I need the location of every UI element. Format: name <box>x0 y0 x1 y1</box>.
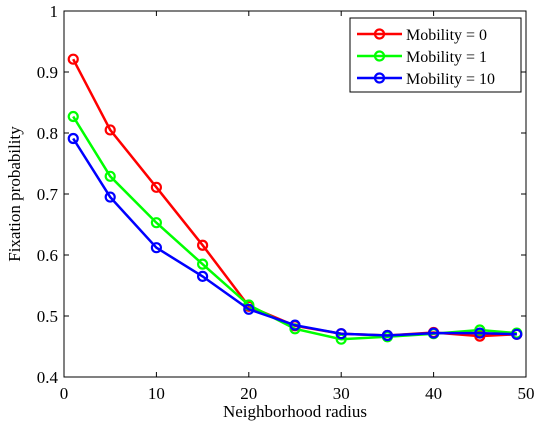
series-line <box>72 137 517 337</box>
legend: Mobility = 0 Mobility = 1 Mobility = 10 <box>349 17 522 93</box>
data-point <box>197 270 209 282</box>
y-axis-label: Fixation probability <box>5 126 24 262</box>
legend-swatch-marker <box>373 50 386 62</box>
data-point <box>150 242 162 254</box>
data-point <box>104 170 116 182</box>
series-layer <box>67 53 523 345</box>
data-point <box>104 191 116 203</box>
y-tick-label: 1 <box>50 2 59 21</box>
legend-label: Mobility = 0 <box>406 27 487 44</box>
legend-swatch-marker <box>373 28 386 40</box>
x-axis-label: Neighborhood radius <box>223 402 367 421</box>
x-tick-label: 0 <box>60 384 69 403</box>
y-tick-label: 0.4 <box>37 368 59 387</box>
data-point <box>67 53 79 65</box>
data-point <box>150 181 162 193</box>
legend-label: Mobility = 1 <box>406 49 487 66</box>
data-point <box>335 328 347 340</box>
series-2 <box>67 132 523 342</box>
data-point <box>150 217 162 229</box>
legend-label: Mobility = 10 <box>406 71 495 88</box>
data-point <box>67 110 79 123</box>
y-tick-label: 0.9 <box>37 63 58 82</box>
legend-swatch-marker <box>373 72 386 84</box>
data-point <box>511 328 523 340</box>
y-tick-label: 0.8 <box>37 124 58 143</box>
axis-ticks: 0 10 20 30 40 50 0.4 0.5 0.6 0.7 0.8 0.9 1 <box>37 2 535 403</box>
data-point <box>381 329 393 342</box>
x-tick-label: 10 <box>148 384 165 403</box>
data-point <box>197 258 209 270</box>
x-tick-label: 30 <box>333 384 350 403</box>
data-point <box>289 319 301 331</box>
data-point <box>67 132 79 145</box>
x-tick-label: 50 <box>518 384 535 403</box>
data-point <box>104 124 116 136</box>
data-point <box>197 239 209 251</box>
data-point <box>243 303 255 315</box>
y-tick-label: 0.5 <box>37 307 58 326</box>
data-point <box>474 327 486 339</box>
x-tick-label: 20 <box>240 384 257 403</box>
y-tick-label: 0.6 <box>37 246 58 265</box>
x-tick-label: 40 <box>425 384 442 403</box>
y-tick-label: 0.7 <box>37 185 59 204</box>
data-point <box>428 327 440 339</box>
